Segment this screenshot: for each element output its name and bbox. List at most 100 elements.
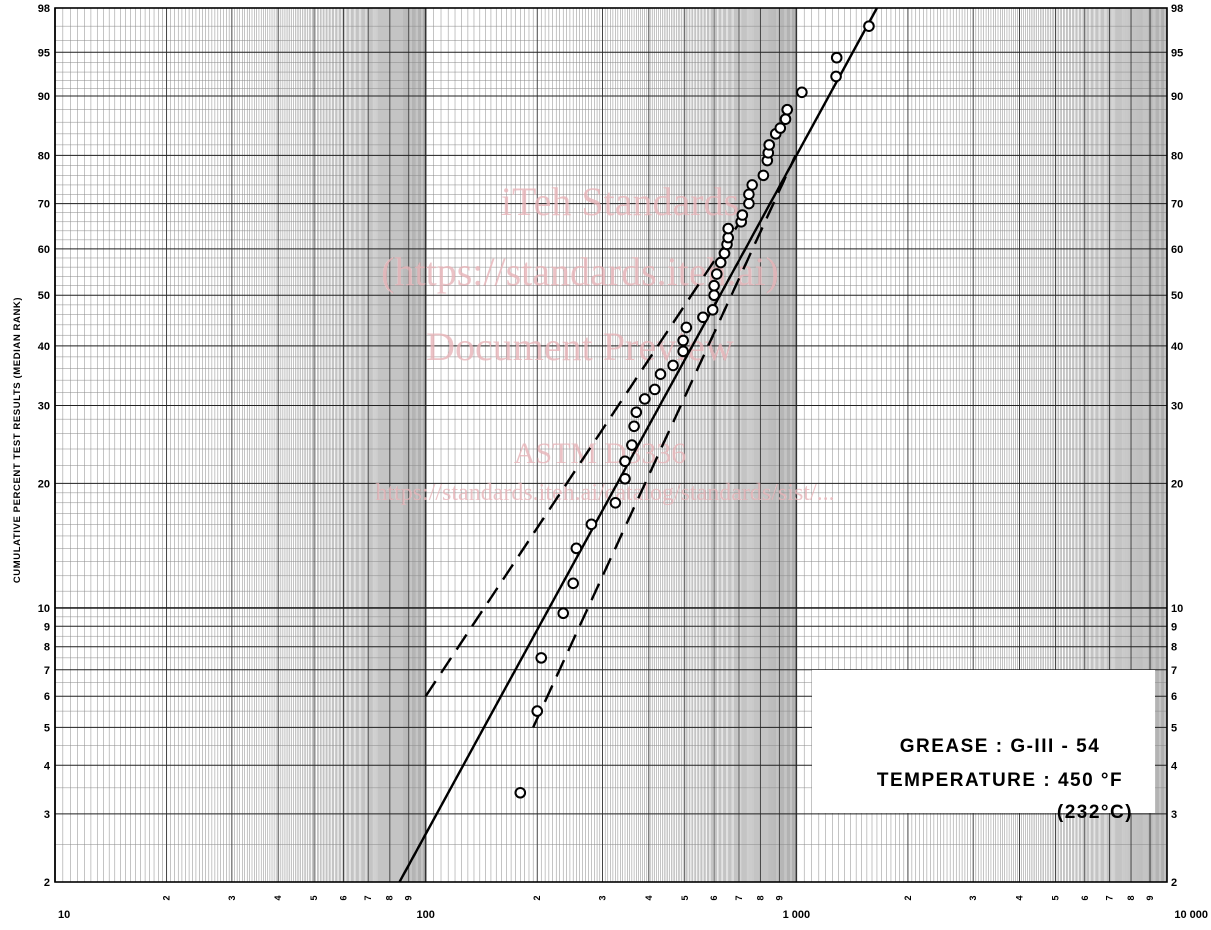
y-tick-label-left: 9 bbox=[44, 621, 50, 633]
data-point bbox=[781, 103, 794, 116]
data-point bbox=[570, 542, 583, 555]
data-point bbox=[638, 393, 651, 405]
y-tick-label-right: 5 bbox=[1171, 722, 1177, 734]
data-point bbox=[708, 289, 720, 302]
data-point bbox=[677, 334, 689, 347]
y-tick-label-left: 40 bbox=[38, 341, 50, 353]
y-tick-label-left: 7 bbox=[44, 665, 50, 677]
data-point bbox=[746, 179, 758, 191]
data-point bbox=[743, 197, 755, 210]
y-tick-label-left: 50 bbox=[38, 290, 50, 302]
y-tick-label-left: 3 bbox=[44, 809, 50, 821]
y-tick-label-left: 90 bbox=[38, 91, 50, 103]
data-point bbox=[708, 279, 720, 292]
y-tick-label-right: 7 bbox=[1171, 665, 1177, 677]
y-tick-label-left: 5 bbox=[44, 722, 50, 734]
x-minor-tick-label: 5 bbox=[680, 895, 690, 900]
data-point bbox=[830, 70, 842, 83]
y-tick-label-right: 6 bbox=[1171, 691, 1177, 703]
y-tick-label-right: 40 bbox=[1171, 341, 1183, 353]
y-tick-label-right: 10 bbox=[1171, 603, 1183, 615]
data-point bbox=[830, 51, 843, 64]
data-point bbox=[626, 439, 638, 451]
data-point bbox=[677, 345, 689, 358]
legend-box: GREASE : G-III - 54 TEMPERATURE : 450 °F… bbox=[812, 670, 1155, 823]
x-minor-tick-label: 4 bbox=[644, 895, 654, 900]
data-point bbox=[535, 652, 548, 664]
data-point bbox=[763, 139, 776, 151]
y-tick-label-left: 4 bbox=[44, 760, 51, 772]
data-point bbox=[648, 383, 661, 396]
y-tick-label-right: 95 bbox=[1171, 47, 1183, 59]
y-tick-label-left: 60 bbox=[38, 244, 50, 256]
data-point bbox=[743, 188, 755, 201]
y-tick-label-left: 6 bbox=[44, 691, 50, 703]
x-minor-tick-label: 7 bbox=[363, 895, 373, 900]
y-tick-label-left: 98 bbox=[38, 3, 50, 15]
fit-lines bbox=[398, 7, 879, 883]
x-minor-tick-label: 8 bbox=[755, 895, 765, 900]
data-points bbox=[514, 20, 875, 799]
y-tick-label-right: 80 bbox=[1171, 150, 1183, 162]
x-minor-tick-label: 2 bbox=[532, 895, 542, 900]
data-point bbox=[619, 472, 631, 485]
legend-grease: GREASE : G-III - 54 bbox=[900, 736, 1101, 757]
x-minor-tick-label: 6 bbox=[709, 895, 719, 900]
legend-celsius: (232°C) bbox=[1057, 802, 1133, 823]
x-tick-label: 1 000 bbox=[783, 909, 811, 921]
y-tick-label-right: 8 bbox=[1171, 642, 1177, 654]
data-point bbox=[697, 311, 709, 324]
data-point bbox=[757, 169, 770, 182]
watermark-text: https://standards.iteh.ai/catalog/standa… bbox=[375, 480, 834, 506]
y-tick-label-left: 20 bbox=[38, 478, 50, 490]
y-tick-label-right: 50 bbox=[1171, 290, 1183, 302]
y-axis-title: CUMULATIVE PERCENT TEST RESULTS (MEDIAN … bbox=[12, 297, 23, 583]
x-minor-tick-label: 2 bbox=[903, 895, 913, 900]
x-minor-tick-label: 7 bbox=[1105, 895, 1115, 900]
legend-temperature: TEMPERATURE : 450 °F bbox=[877, 770, 1123, 791]
y-tick-label-right: 3 bbox=[1171, 809, 1177, 821]
x-minor-tick-label: 8 bbox=[385, 895, 395, 900]
data-point bbox=[796, 86, 808, 99]
y-tick-label-left: 95 bbox=[38, 47, 50, 59]
x-minor-tick-label: 5 bbox=[1050, 895, 1060, 900]
y-tick-label-right: 60 bbox=[1171, 244, 1183, 256]
legend-background bbox=[812, 670, 1155, 813]
fit-line bbox=[398, 7, 879, 883]
data-point bbox=[567, 577, 579, 590]
data-point bbox=[628, 420, 640, 433]
x-tick-labels: 10 100 1 000 10 000 2 3 4 5 6 7 8 9 2 3 4 5 6 7 8 9 2 3 4 5 6 7 8 9 bbox=[58, 895, 1208, 921]
data-point bbox=[609, 497, 622, 509]
y-tick-label-left: 30 bbox=[38, 400, 50, 412]
plot-frame bbox=[54, 7, 1168, 883]
data-point bbox=[667, 359, 679, 372]
data-point bbox=[654, 368, 667, 380]
y-tick-label-left: 70 bbox=[38, 199, 50, 211]
x-minor-tick-label: 2 bbox=[162, 895, 172, 900]
y-tick-label-left: 10 bbox=[38, 603, 50, 615]
x-minor-tick-label: 6 bbox=[1080, 895, 1090, 900]
y-tick-label-left: 80 bbox=[38, 150, 50, 162]
data-point bbox=[863, 20, 875, 32]
data-point bbox=[630, 406, 643, 419]
x-tick-label: 10 000 bbox=[1174, 909, 1208, 921]
x-minor-tick-label: 3 bbox=[598, 895, 608, 900]
data-point bbox=[585, 518, 598, 531]
y-tick-labels: 2 2 3 3 4 4 5 5 6 6 7 7 8 8 9 9 10 10 20 20 30 30 40 40 50 50 60 60… bbox=[38, 3, 1184, 889]
x-minor-tick-label: 3 bbox=[227, 895, 237, 900]
x-minor-tick-label: 4 bbox=[273, 895, 283, 900]
data-point bbox=[774, 122, 787, 134]
x-minor-tick-label: 9 bbox=[1145, 895, 1155, 900]
x-minor-tick-label: 5 bbox=[309, 895, 319, 900]
x-minor-tick-label: 4 bbox=[1014, 895, 1024, 900]
x-tick-label: 10 bbox=[58, 909, 70, 921]
data-point bbox=[706, 303, 719, 316]
data-point bbox=[680, 321, 693, 334]
x-minor-tick-label: 7 bbox=[734, 895, 744, 900]
data-point bbox=[557, 607, 570, 620]
data-point bbox=[779, 113, 792, 125]
data-point bbox=[710, 268, 723, 280]
y-tick-label-right: 20 bbox=[1171, 478, 1183, 490]
y-tick-label-right: 98 bbox=[1171, 3, 1183, 15]
